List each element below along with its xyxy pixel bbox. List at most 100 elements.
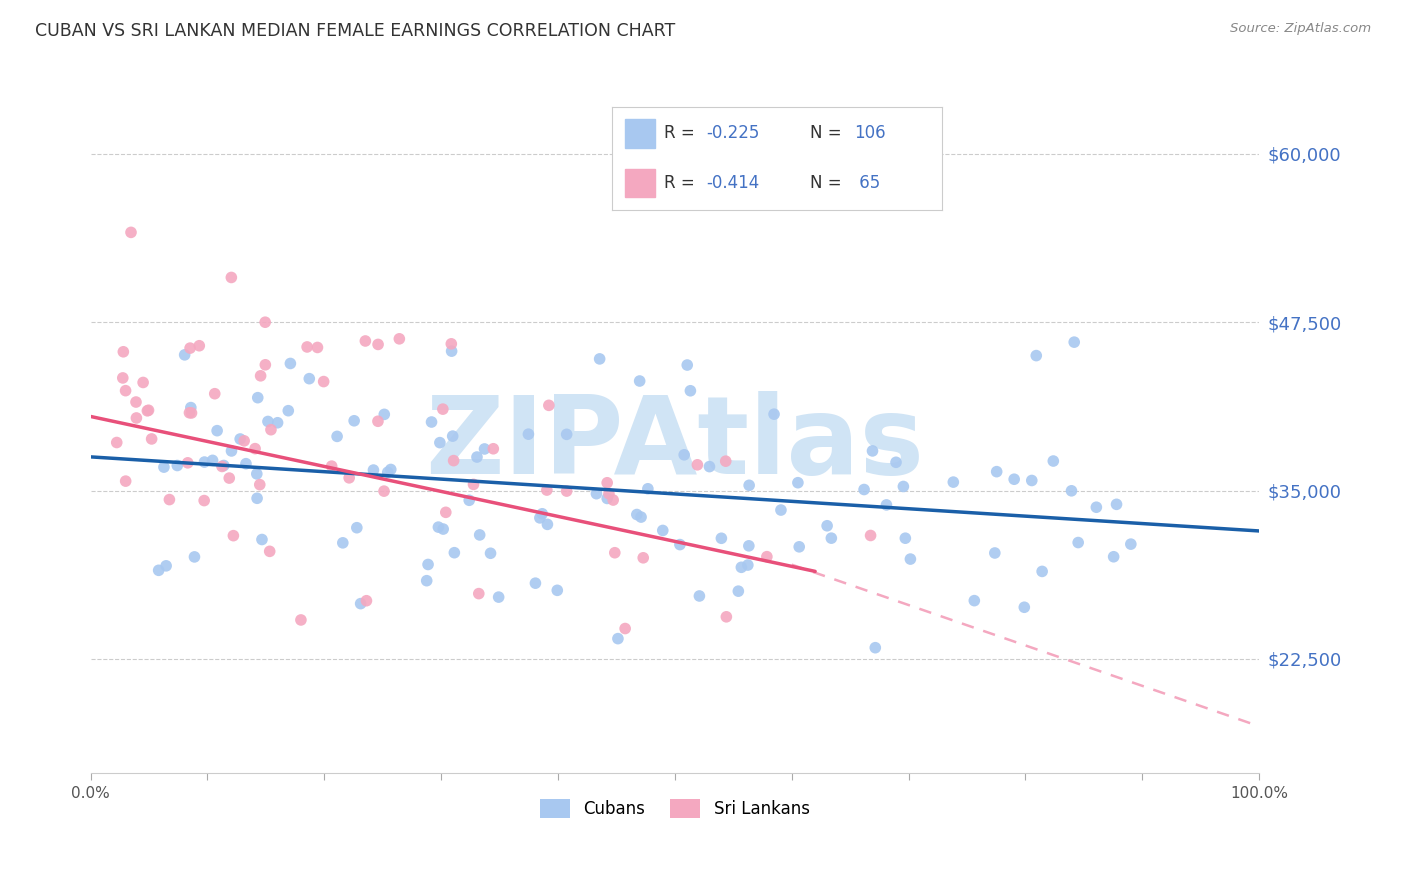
- Point: [432, 522, 454, 536]
- Point: [120, 226, 142, 240]
- Point: [443, 453, 465, 467]
- Point: [260, 423, 283, 437]
- Text: 106: 106: [855, 124, 886, 142]
- Point: [614, 622, 637, 636]
- Point: [755, 549, 778, 564]
- Point: [138, 403, 160, 417]
- Point: [356, 593, 378, 607]
- Point: [630, 510, 652, 524]
- Point: [688, 589, 710, 603]
- Point: [1067, 535, 1090, 549]
- Point: [714, 454, 737, 468]
- Point: [246, 467, 269, 481]
- Point: [626, 508, 648, 522]
- Point: [984, 546, 1007, 560]
- Point: [250, 533, 273, 547]
- Point: [859, 528, 882, 542]
- Point: [1063, 335, 1085, 350]
- Point: [337, 471, 360, 485]
- Point: [1021, 474, 1043, 488]
- Point: [529, 511, 551, 525]
- Point: [443, 546, 465, 560]
- Point: [686, 458, 709, 472]
- Point: [555, 484, 578, 499]
- Point: [420, 415, 443, 429]
- Point: [221, 270, 243, 285]
- Point: [388, 332, 411, 346]
- Point: [1025, 349, 1047, 363]
- Point: [676, 358, 699, 372]
- Point: [769, 503, 792, 517]
- Point: [179, 406, 201, 420]
- Point: [377, 465, 399, 479]
- Point: [815, 518, 838, 533]
- Point: [243, 442, 266, 456]
- Point: [125, 395, 148, 409]
- Point: [367, 337, 389, 351]
- Point: [246, 391, 269, 405]
- Point: [482, 442, 505, 456]
- Point: [598, 487, 620, 501]
- Text: Source: ZipAtlas.com: Source: ZipAtlas.com: [1230, 22, 1371, 36]
- Point: [537, 398, 560, 412]
- Point: [254, 315, 277, 329]
- Point: [201, 453, 224, 467]
- Point: [986, 465, 1008, 479]
- Text: CUBAN VS SRI LANKAN MEDIAN FEMALE EARNINGS CORRELATION CHART: CUBAN VS SRI LANKAN MEDIAN FEMALE EARNIN…: [35, 22, 675, 40]
- Text: R =: R =: [665, 124, 700, 142]
- Point: [468, 528, 491, 542]
- Point: [111, 371, 134, 385]
- Point: [1085, 500, 1108, 515]
- Text: R =: R =: [665, 175, 700, 193]
- Point: [555, 427, 578, 442]
- Point: [298, 372, 321, 386]
- Point: [249, 477, 271, 491]
- Text: ZIPAtlas: ZIPAtlas: [426, 392, 924, 497]
- Point: [233, 434, 256, 448]
- Point: [157, 492, 180, 507]
- Point: [602, 493, 624, 508]
- Point: [350, 597, 373, 611]
- Point: [307, 341, 329, 355]
- Point: [373, 408, 395, 422]
- Point: [221, 444, 243, 458]
- Point: [141, 432, 163, 446]
- Text: N =: N =: [810, 175, 846, 193]
- Point: [266, 416, 288, 430]
- Point: [738, 478, 761, 492]
- Point: [730, 560, 752, 574]
- Point: [321, 459, 343, 474]
- Point: [295, 340, 318, 354]
- Point: [155, 558, 177, 573]
- Point: [820, 531, 842, 545]
- Point: [488, 590, 510, 604]
- Point: [458, 493, 481, 508]
- Point: [637, 482, 659, 496]
- Point: [1042, 454, 1064, 468]
- Point: [1102, 549, 1125, 564]
- Point: [246, 491, 269, 506]
- Point: [517, 427, 540, 442]
- Point: [710, 531, 733, 545]
- Point: [180, 406, 202, 420]
- Text: N =: N =: [810, 124, 846, 142]
- Point: [536, 483, 558, 497]
- Point: [1031, 565, 1053, 579]
- Point: [204, 386, 226, 401]
- Point: [373, 484, 395, 499]
- Point: [229, 432, 252, 446]
- Text: 65: 65: [855, 175, 880, 193]
- Legend: Cubans, Sri Lankans: Cubans, Sri Lankans: [533, 792, 817, 824]
- Point: [212, 458, 235, 473]
- Point: [326, 429, 349, 443]
- Point: [416, 558, 439, 572]
- Point: [183, 549, 205, 564]
- Point: [415, 574, 437, 588]
- Point: [524, 576, 547, 591]
- Text: -0.414: -0.414: [706, 175, 759, 193]
- Point: [290, 613, 312, 627]
- Point: [193, 455, 215, 469]
- Point: [716, 609, 738, 624]
- Point: [468, 586, 491, 600]
- Point: [596, 475, 619, 490]
